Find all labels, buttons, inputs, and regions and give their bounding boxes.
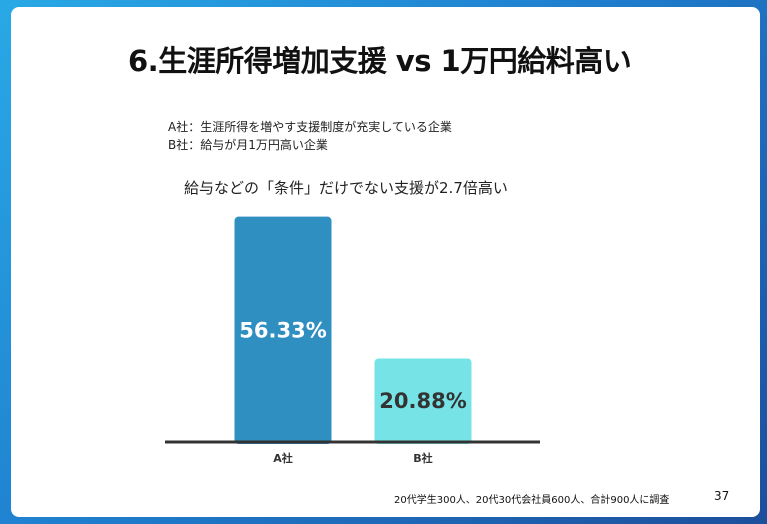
category-label-b: B社 — [413, 451, 432, 465]
legend-item-a: A社：生涯所得を増やす支援制度が充実している企業 — [168, 120, 452, 134]
survey-footnote: 20代学生300人、20代30代会社員600人、合計900人に調査 — [394, 495, 670, 506]
legend-item-b: B社：給与が月1万円高い企業 — [168, 138, 328, 152]
page-number: 37 — [714, 489, 730, 503]
slide-title: 6.生涯所得増加支援 vs 1万円給料高い — [128, 44, 632, 78]
data-label-a: 56.33% — [239, 318, 326, 342]
category-label-a: A社 — [273, 451, 293, 465]
chart-subtitle: 給与などの「条件」だけでない支援が2.7倍高い — [184, 179, 508, 197]
bar-a — [234, 216, 332, 444]
company-legend: A社：生涯所得を増やす支援制度が充実している企業 B社：給与が月1万円高い企業 — [168, 118, 452, 154]
bar-b — [374, 358, 472, 444]
data-label-b: 20.88% — [379, 389, 466, 413]
